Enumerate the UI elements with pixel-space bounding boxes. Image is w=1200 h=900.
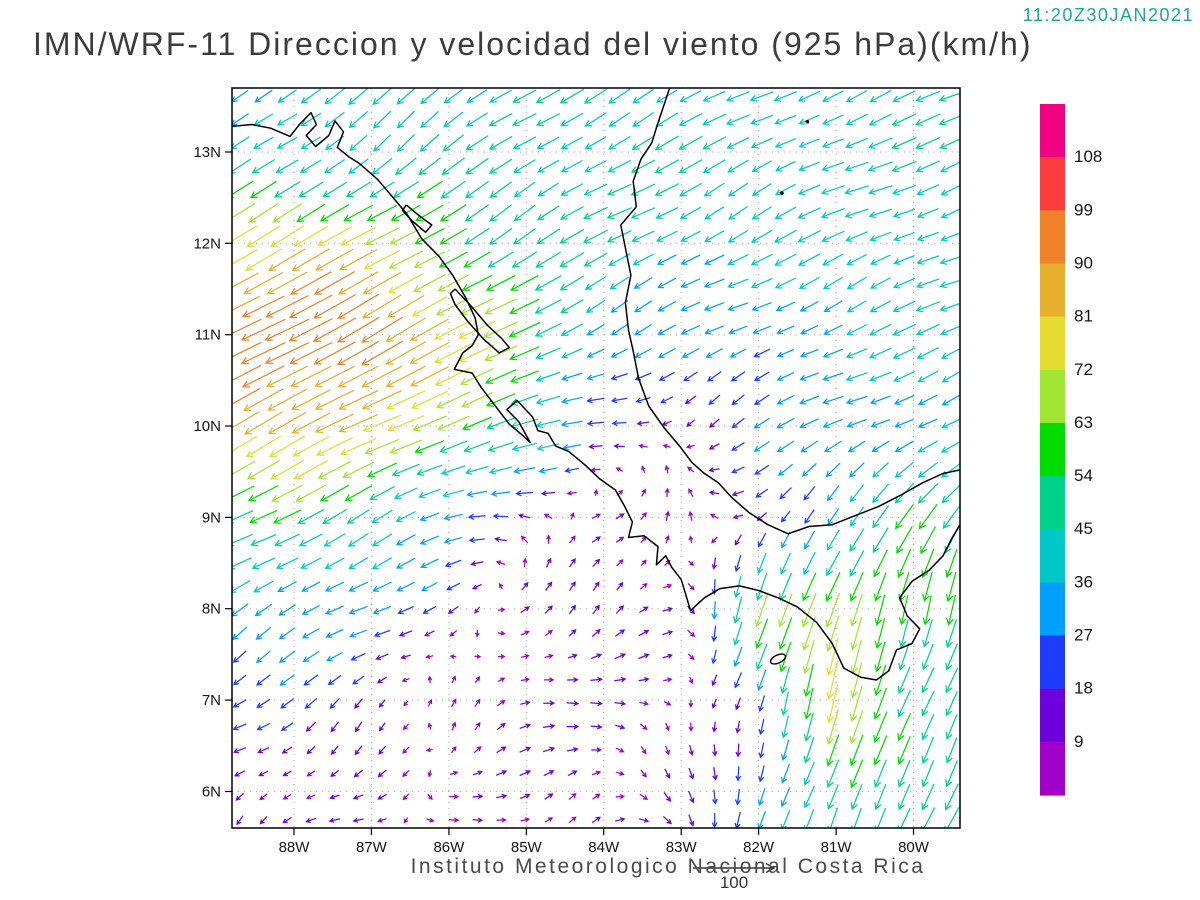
svg-text:108: 108	[1074, 147, 1102, 166]
reference-vector-label: 100	[719, 873, 749, 892]
svg-text:84W: 84W	[588, 839, 620, 856]
svg-text:90: 90	[1074, 254, 1093, 273]
svg-text:36: 36	[1074, 572, 1093, 591]
svg-text:54: 54	[1074, 466, 1093, 485]
islands	[769, 120, 810, 665]
svg-text:63: 63	[1074, 413, 1093, 432]
x-axis-labels: 88W 87W 86W 85W 84W 83W 82W 81W 80W	[279, 828, 930, 856]
svg-text:99: 99	[1074, 200, 1093, 219]
svg-text:11N: 11N	[195, 327, 221, 344]
svg-text:82W: 82W	[743, 839, 775, 856]
svg-text:80W: 80W	[898, 839, 930, 856]
svg-text:86W: 86W	[433, 839, 465, 856]
svg-text:87W: 87W	[356, 839, 388, 856]
svg-text:45: 45	[1074, 519, 1093, 538]
svg-text:7N: 7N	[202, 692, 221, 709]
svg-text:81: 81	[1074, 307, 1093, 326]
coastlines	[232, 88, 960, 681]
chart-title: IMN/WRF-11 Direccion y velocidad del vie…	[33, 26, 1033, 62]
colorbar-labels: 108 99 90 81 72 63 54 45 36 27 18 9	[1074, 147, 1102, 751]
svg-text:10N: 10N	[193, 418, 221, 435]
map-frame	[231, 87, 961, 829]
colorbar	[1040, 104, 1065, 796]
svg-text:18: 18	[1074, 679, 1093, 698]
attribution-text: Instituto Meteorologico Nacional Costa R…	[410, 855, 926, 878]
svg-text:6N: 6N	[202, 784, 221, 801]
wind-arrows	[232, 88, 960, 828]
svg-text:9: 9	[1074, 732, 1083, 751]
svg-text:12N: 12N	[193, 235, 221, 252]
model-run-timestamp: 11:20Z30JAN2021	[1022, 5, 1194, 25]
svg-text:83W: 83W	[666, 839, 698, 856]
svg-text:8N: 8N	[202, 601, 221, 618]
svg-text:72: 72	[1074, 360, 1093, 379]
svg-text:9N: 9N	[202, 509, 221, 526]
y-axis-labels: 13N 12N 11N 10N 9N 8N 7N 6N	[193, 144, 232, 801]
reference-vector-arrow	[693, 862, 776, 874]
svg-text:85W: 85W	[511, 839, 543, 856]
svg-text:81W: 81W	[821, 839, 853, 856]
svg-text:88W: 88W	[279, 839, 311, 856]
svg-text:27: 27	[1074, 626, 1093, 645]
svg-text:13N: 13N	[193, 144, 221, 161]
gridlines	[232, 88, 960, 828]
